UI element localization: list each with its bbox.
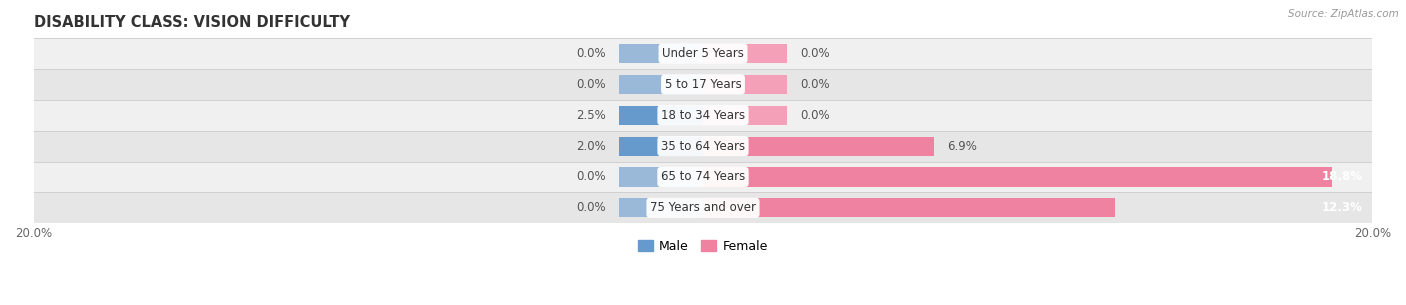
Bar (34, 69, 1372, 100)
Bar (619, 198, 703, 217)
Bar (703, 44, 787, 63)
Text: 65 to 74 Years: 65 to 74 Years (661, 170, 745, 183)
Text: 35 to 64 Years: 35 to 64 Years (661, 140, 745, 152)
Text: 5 to 17 Years: 5 to 17 Years (665, 78, 741, 91)
Text: 0.0%: 0.0% (576, 201, 606, 214)
Bar (619, 167, 703, 187)
Bar (703, 137, 934, 156)
Bar (34, 131, 1372, 162)
Bar (34, 38, 1372, 69)
Text: 75 Years and over: 75 Years and over (650, 201, 756, 214)
Text: 0.0%: 0.0% (576, 47, 606, 60)
Text: Under 5 Years: Under 5 Years (662, 47, 744, 60)
Legend: Male, Female: Male, Female (633, 235, 773, 258)
Text: 18 to 34 Years: 18 to 34 Years (661, 109, 745, 122)
Bar (703, 167, 1333, 187)
Text: DISABILITY CLASS: VISION DIFFICULTY: DISABILITY CLASS: VISION DIFFICULTY (34, 15, 350, 30)
Text: 2.5%: 2.5% (576, 109, 606, 122)
Bar (703, 75, 787, 94)
Bar (34, 100, 1372, 131)
Text: 6.9%: 6.9% (948, 140, 977, 152)
Bar (619, 106, 703, 125)
Text: 18.8%: 18.8% (1322, 170, 1362, 183)
Bar (34, 192, 1372, 223)
Bar (34, 162, 1372, 192)
Bar (619, 75, 703, 94)
Text: 2.0%: 2.0% (576, 140, 606, 152)
Text: 0.0%: 0.0% (800, 47, 830, 60)
Bar (703, 198, 1115, 217)
Text: Source: ZipAtlas.com: Source: ZipAtlas.com (1288, 9, 1399, 19)
Bar (619, 137, 703, 156)
Text: 12.3%: 12.3% (1322, 201, 1362, 214)
Text: 0.0%: 0.0% (576, 170, 606, 183)
Text: 0.0%: 0.0% (800, 78, 830, 91)
Text: 0.0%: 0.0% (800, 109, 830, 122)
Text: 0.0%: 0.0% (576, 78, 606, 91)
Bar (703, 106, 787, 125)
Bar (619, 44, 703, 63)
